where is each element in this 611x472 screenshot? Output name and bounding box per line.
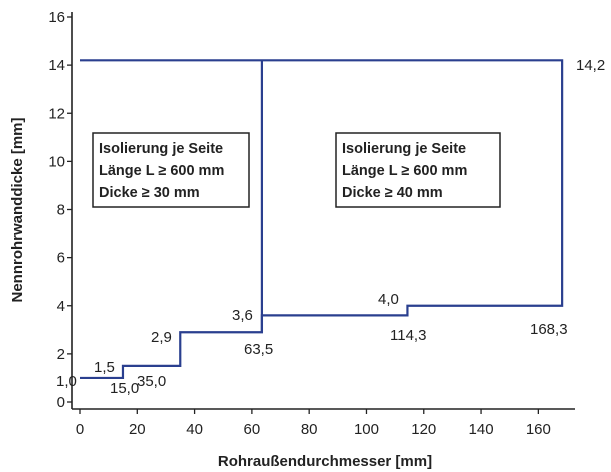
annotation-line: Dicke ≥ 30 mm	[99, 185, 200, 201]
breakpoint-label: 114,3	[390, 327, 426, 344]
annotation-line: Isolierung je Seite	[99, 141, 223, 157]
value-label: 1,0	[56, 373, 77, 390]
y-tick-label: 12	[48, 105, 65, 122]
y-tick-label: 6	[57, 250, 65, 267]
x-axis-label: Rohraußendurchmesser [mm]	[218, 453, 432, 470]
y-tick-label: 10	[48, 153, 65, 170]
value-label: 1,5	[94, 359, 115, 376]
value-label: 2,9	[151, 329, 172, 346]
annotation-line: Länge L ≥ 600 mm	[99, 163, 224, 179]
labels-layer: 1,0 1,5 2,9 3,6 4,0 14,2 15,035,0 63,5 114,3 168,…	[56, 57, 605, 397]
x-tick-label: 100	[354, 421, 379, 438]
y-axis-label: Nennrohrwanddicke [mm]	[9, 117, 26, 302]
y-tick-label: 4	[57, 298, 65, 315]
x-tick-label: 40	[186, 421, 203, 438]
x-tick-label: 140	[469, 421, 494, 438]
x-tick-label: 60	[244, 421, 261, 438]
y-tick-label: 16	[48, 9, 65, 26]
breakpoint-label: 15,0	[110, 380, 139, 397]
annotation-border	[92, 132, 250, 208]
x-tick-label: 80	[301, 421, 318, 438]
value-label: 4,0	[378, 291, 399, 308]
x-tick-label: 0	[76, 421, 84, 438]
annotations-layer: Isolierung je Seite Länge L ≥ 600 mm Dicke…	[92, 132, 501, 208]
annotation-line: Länge L ≥ 600 mm	[342, 163, 467, 179]
y-tick-label: 8	[57, 202, 65, 219]
x-tick-label: 160	[526, 421, 551, 438]
value-label: 14,2	[576, 57, 605, 74]
annotation-box: Isolierung je Seite Länge L ≥ 600 mm Dicke…	[92, 132, 250, 208]
breakpoint-label: 168,3	[530, 321, 568, 338]
breakpoint-label: 63,5	[244, 341, 273, 358]
breakpoint-label: 35,0	[137, 373, 166, 390]
annotation-border	[335, 132, 501, 208]
annotation-line: Dicke ≥ 40 mm	[342, 185, 443, 201]
series-layer	[80, 59, 564, 380]
annotation-line: Isolierung je Seite	[342, 141, 466, 157]
value-label: 3,6	[232, 307, 253, 324]
x-tick-label: 20	[129, 421, 146, 438]
annotation-box: Isolierung je Seite Länge L ≥ 600 mm Dicke…	[335, 132, 501, 208]
y-tick-label: 14	[48, 57, 65, 74]
x-tick-label: 120	[411, 421, 436, 438]
y-tick-label: 2	[57, 346, 65, 363]
y-tick-label: 0	[57, 394, 65, 411]
